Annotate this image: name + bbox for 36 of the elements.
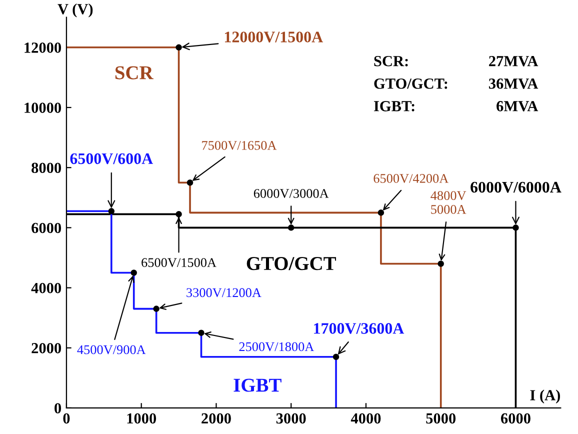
y-tick-label: 0: [54, 403, 62, 414]
x-tick-label: 2000: [202, 413, 231, 424]
annotation: 6000V/6000A: [470, 182, 562, 193]
annotation: 6500V/1500A: [142, 258, 216, 268]
annotation: 12000V/1500A: [224, 32, 323, 42]
annotation: 6500V/4200A: [374, 174, 449, 183]
x-tick-label: 0: [63, 413, 70, 424]
x-tick-label: 1000: [127, 413, 156, 424]
y-tick-label: 2000: [32, 343, 62, 354]
series-label: GTO/GCT: [246, 257, 336, 270]
y-tick-label: 8000: [32, 162, 62, 174]
annotation: 4800V 5000A: [430, 191, 466, 214]
y-tick-label: 10000: [24, 102, 62, 113]
y-tick-label: 4000: [31, 282, 62, 294]
x-tick-label: 3000: [276, 413, 306, 424]
annotation: 2500V/1800A: [239, 342, 314, 352]
point: [512, 224, 519, 231]
y-axis-title: V (V): [58, 4, 93, 18]
text: IGBT: 6MVA: [374, 101, 538, 112]
point: [176, 211, 182, 218]
text: GTO/GCT: 36MVA: [374, 78, 538, 89]
y-tick-label: 12000: [24, 42, 62, 53]
x-tick-label: 4000: [350, 413, 381, 424]
x-tick-label: 5000: [426, 413, 456, 424]
x-axis-title: I (A): [530, 390, 560, 404]
annotation: 6000V/3000A: [254, 189, 329, 198]
text: SCR: 27MVA: [374, 56, 538, 66]
annotation: 6500V/600A: [70, 153, 153, 164]
annotation: 4500V/900A: [77, 345, 146, 354]
y-tick-label: 6000: [32, 222, 62, 234]
series-label: IGBT: [234, 378, 282, 392]
series-label: SCR: [115, 66, 154, 80]
annotation: 3300V/1200A: [186, 288, 262, 298]
annotation: 1700V/3600A: [314, 323, 404, 334]
x-tick-label: 6000: [500, 413, 530, 424]
annotation: 7500V/1650A: [202, 140, 277, 150]
